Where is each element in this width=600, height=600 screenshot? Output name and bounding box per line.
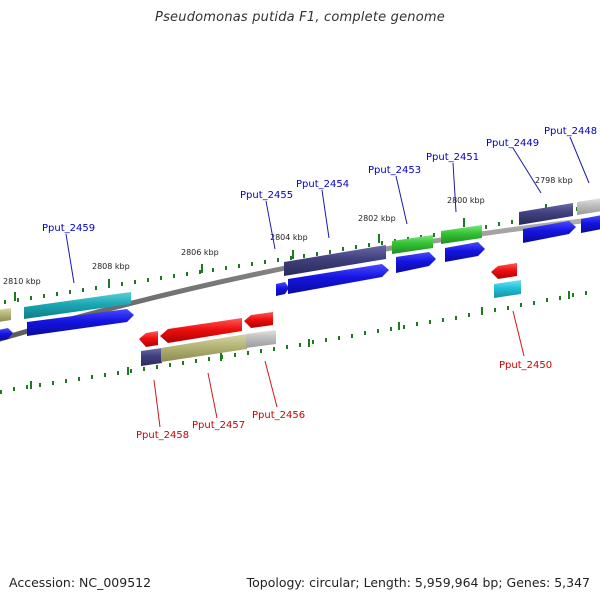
inner-tick-track <box>0 291 587 394</box>
gene-feature[interactable] <box>246 330 276 348</box>
reverse-leader-lines <box>153 310 525 428</box>
ruler-label: 2810 kbp <box>3 277 41 286</box>
accession-label: Accession: NC_009512 <box>9 575 152 590</box>
gene-label[interactable]: Pput_2448 <box>544 126 597 137</box>
gene-feature[interactable] <box>244 312 273 328</box>
gene-feature[interactable] <box>494 280 521 298</box>
gene-label[interactable]: Pput_2457 <box>192 420 245 431</box>
forward-leader-lines <box>65 136 590 284</box>
gene-label[interactable]: Pput_2456 <box>252 410 305 421</box>
gene-feature[interactable] <box>160 318 242 343</box>
gene-feature[interactable] <box>161 334 247 362</box>
gene-feature[interactable] <box>445 242 485 262</box>
genome-stats: Topology: circular; Length: 5,959,964 bp… <box>246 575 590 590</box>
gene-label[interactable]: Pput_2451 <box>426 152 479 163</box>
ruler-label: 2808 kbp <box>92 262 130 271</box>
gene-feature[interactable] <box>24 292 131 319</box>
gene-feature[interactable] <box>0 308 11 322</box>
gene-label[interactable]: Pput_2449 <box>486 138 539 149</box>
ruler-label: 2802 kbp <box>358 214 396 223</box>
gene-feature[interactable] <box>141 348 162 366</box>
gene-feature[interactable] <box>523 221 576 243</box>
gene-label[interactable]: Pput_2454 <box>296 179 349 190</box>
gene-label[interactable]: Pput_2450 <box>499 360 552 371</box>
forward-features <box>0 198 600 341</box>
gene-feature[interactable] <box>0 328 13 341</box>
reverse-features <box>139 263 521 366</box>
gene-feature[interactable] <box>441 225 482 244</box>
gene-feature[interactable] <box>27 309 134 336</box>
gene-feature[interactable] <box>288 264 389 294</box>
gene-feature[interactable] <box>276 282 289 296</box>
ruler-label: 2804 kbp <box>270 233 308 242</box>
gene-feature[interactable] <box>284 245 386 276</box>
gene-feature[interactable] <box>491 263 517 279</box>
ruler-label: 2806 kbp <box>181 248 219 257</box>
gene-feature[interactable] <box>396 252 436 273</box>
gene-label[interactable]: Pput_2455 <box>240 190 293 201</box>
ruler-label: 2798 kbp <box>535 176 573 185</box>
gene-feature[interactable] <box>392 235 433 254</box>
gene-label[interactable]: Pput_2453 <box>368 165 421 176</box>
map-title: Pseudomonas putida F1, complete genome <box>155 10 445 25</box>
gene-label[interactable]: Pput_2458 <box>136 430 189 441</box>
gene-feature[interactable] <box>581 215 600 233</box>
gene-feature[interactable] <box>519 203 573 225</box>
gene-feature[interactable] <box>577 198 600 215</box>
ruler-label: 2800 kbp <box>447 196 485 205</box>
gene-feature[interactable] <box>139 331 158 347</box>
gene-label[interactable]: Pput_2459 <box>42 223 95 234</box>
